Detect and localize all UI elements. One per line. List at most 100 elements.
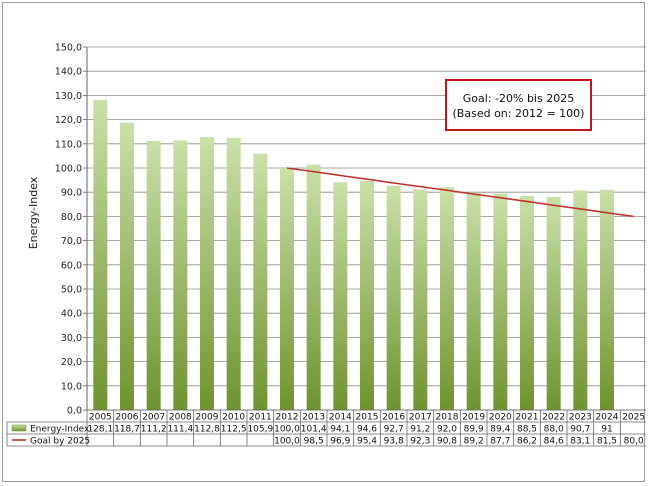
goal-value: 100,0 [274, 437, 300, 447]
x-tick-label: 2020 [489, 413, 512, 423]
bar-2021 [520, 195, 534, 410]
y-tick-label: 150,0 [55, 43, 82, 54]
x-tick-label: 2005 [89, 413, 112, 423]
y-tick-label: 70,0 [61, 236, 82, 247]
x-tick-label: 2018 [436, 413, 459, 423]
goal-line [286, 167, 634, 218]
y-tick-label: 0,0 [67, 406, 82, 417]
bar-2024 [600, 189, 614, 410]
energy-index-value: 91,2 [410, 425, 430, 435]
energy-index-value: 118,7 [114, 425, 140, 435]
x-tick-label: 2017 [409, 413, 432, 423]
energy-index-value: 111,4 [167, 425, 193, 435]
bar-2005 [93, 99, 108, 411]
energy-index-value: 94,1 [330, 425, 350, 435]
goal-value: 98,5 [304, 437, 324, 447]
y-tick-label: 50,0 [61, 285, 82, 296]
x-tick-label: 2011 [249, 413, 272, 423]
goal-value: 90,8 [437, 437, 457, 447]
chart: 0,0 10,0 20,0 30,0 40,0 50,0 60,0 70,0 80,0 90,0 1… [6, 43, 646, 447]
y-tick-label: 10,0 [61, 381, 82, 392]
goal-value: 84,6 [544, 437, 564, 447]
x-tick-label: 2009 [196, 413, 219, 423]
energy-index-value: 94,6 [357, 425, 377, 435]
energy-index-value: 105,9 [247, 425, 273, 435]
bar-2006 [120, 122, 134, 410]
annotation-line-2: (Based on: 2012 = 100) [453, 107, 585, 120]
bar-2019 [466, 192, 481, 410]
x-tick-label: 2023 [569, 413, 592, 423]
x-tick-label: 2019 [462, 413, 485, 423]
x-tick-label: 2012 [276, 413, 299, 423]
x-tick-label: 2016 [382, 413, 405, 423]
goal-value: 95,4 [357, 437, 377, 447]
x-tick-label: 2021 [516, 413, 539, 423]
bar-2013 [306, 164, 321, 410]
y-axis: 0,0 10,0 20,0 30,0 40,0 50,0 60,0 70,0 80,0 90,0 1… [55, 43, 88, 417]
x-tick-label: 2015 [356, 413, 379, 423]
goal-value: 81,5 [597, 437, 617, 447]
x-tick-label: 2025 [622, 413, 645, 423]
bar-2020 [493, 193, 508, 410]
energy-index-value: 101,4 [301, 425, 327, 435]
bar-2018 [440, 187, 454, 410]
data-table: 2005 2006 2007 2008 2009 2010 2011 2012 2013 2014… [6, 409, 646, 447]
goal-value: 83,1 [570, 437, 590, 447]
y-tick-label: 90,0 [61, 188, 82, 199]
legend-label-goal: Goal by 2025 [30, 437, 90, 447]
bar-2010 [226, 137, 241, 410]
bar-2012 [280, 168, 294, 410]
y-tick-label: 80,0 [61, 212, 82, 223]
annotation-line-1: Goal: -20% bis 2025 [463, 92, 574, 105]
energy-index-value: 89,4 [490, 425, 510, 435]
goal-value: 87,7 [490, 437, 510, 447]
x-tick-label: 2014 [329, 413, 352, 423]
y-tick-label: 120,0 [55, 115, 82, 126]
energy-index-value: 92,0 [437, 425, 457, 435]
energy-index-value: 89,9 [464, 425, 484, 435]
goal-value: 80,0 [624, 437, 644, 447]
y-tick-label: 110,0 [55, 139, 82, 150]
energy-index-value: 92,7 [384, 425, 404, 435]
bar-2007 [146, 140, 161, 410]
bar-2014 [333, 182, 348, 410]
energy-index-value: 111,2 [141, 425, 167, 435]
y-tick-label: 40,0 [61, 309, 82, 320]
energy-index-value: 88,0 [544, 425, 564, 435]
x-tick-label: 2010 [222, 413, 245, 423]
legend-key-energy-index [11, 424, 27, 432]
x-tick-label: 2006 [116, 413, 139, 423]
energy-index-value: 112,5 [221, 425, 247, 435]
energy-index-value: 88,5 [517, 425, 537, 435]
bar-2022 [546, 197, 561, 410]
goal-annotation-box: Goal: -20% bis 2025 (Based on: 2012 = 10… [445, 79, 592, 131]
x-tick-label: 2013 [302, 413, 325, 423]
x-tick-label: 2008 [169, 413, 192, 423]
y-tick-label: 30,0 [61, 333, 82, 344]
energy-index-value: 91 [601, 425, 612, 435]
x-tick-label: 2007 [142, 413, 165, 423]
goal-value: 96,9 [330, 437, 350, 447]
legend-label-energy-index: Energy-Index [30, 425, 90, 435]
bar-2015 [360, 181, 374, 410]
bar-2016 [386, 185, 401, 410]
y-tick-label: 60,0 [61, 260, 82, 271]
energy-index-value: 128,1 [87, 425, 113, 435]
y-tick-label: 140,0 [55, 67, 82, 78]
x-tick-label: 2022 [542, 413, 565, 423]
goal-line-path [286, 167, 634, 218]
energy-index-value: 90,7 [570, 425, 590, 435]
y-tick-label: 20,0 [61, 357, 82, 368]
y-axis-label: Energy-Index [27, 176, 40, 249]
bars [93, 99, 614, 411]
bar-2009 [200, 137, 214, 411]
bar-2023 [573, 190, 588, 410]
x-tick-label: 2024 [596, 413, 619, 423]
energy-index-value: 100,0 [274, 425, 300, 435]
goal-value: 92,3 [410, 437, 430, 447]
goal-value: 93,8 [384, 437, 404, 447]
y-tick-label: 130,0 [55, 91, 82, 102]
bar-2008 [173, 140, 188, 411]
bar-2017 [413, 189, 428, 410]
